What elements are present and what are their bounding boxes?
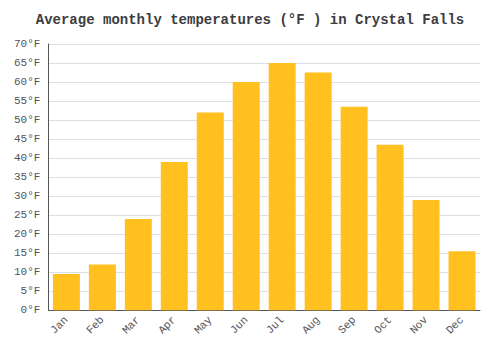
svg-text:Mar: Mar xyxy=(120,314,142,336)
svg-text:Apr: Apr xyxy=(156,314,178,336)
svg-text:55°F: 55°F xyxy=(14,95,40,107)
svg-text:10°F: 10°F xyxy=(14,266,40,278)
svg-text:Dec: Dec xyxy=(444,314,466,336)
svg-text:35°F: 35°F xyxy=(14,171,40,183)
svg-text:65°F: 65°F xyxy=(14,57,40,69)
svg-text:May: May xyxy=(192,314,215,337)
svg-text:70°F: 70°F xyxy=(14,38,40,50)
svg-text:0°F: 0°F xyxy=(21,304,41,316)
svg-text:Aug: Aug xyxy=(300,314,322,336)
svg-text:60°F: 60°F xyxy=(14,76,40,88)
svg-text:40°F: 40°F xyxy=(14,152,40,164)
svg-text:Average monthly temperatures (: Average monthly temperatures (°F ) in Cr… xyxy=(36,12,464,28)
svg-text:Jul: Jul xyxy=(264,314,286,336)
svg-text:5°F: 5°F xyxy=(21,285,41,297)
svg-text:Jun: Jun xyxy=(228,314,250,336)
svg-text:20°F: 20°F xyxy=(14,228,40,240)
svg-text:Jan: Jan xyxy=(48,314,70,336)
svg-text:Oct: Oct xyxy=(372,314,394,336)
svg-text:Nov: Nov xyxy=(408,314,431,337)
svg-text:45°F: 45°F xyxy=(14,133,40,145)
svg-text:Sep: Sep xyxy=(336,314,358,336)
svg-text:25°F: 25°F xyxy=(14,209,40,221)
svg-text:Feb: Feb xyxy=(84,314,106,336)
svg-text:50°F: 50°F xyxy=(14,114,40,126)
svg-text:15°F: 15°F xyxy=(14,247,40,259)
svg-text:30°F: 30°F xyxy=(14,190,40,202)
